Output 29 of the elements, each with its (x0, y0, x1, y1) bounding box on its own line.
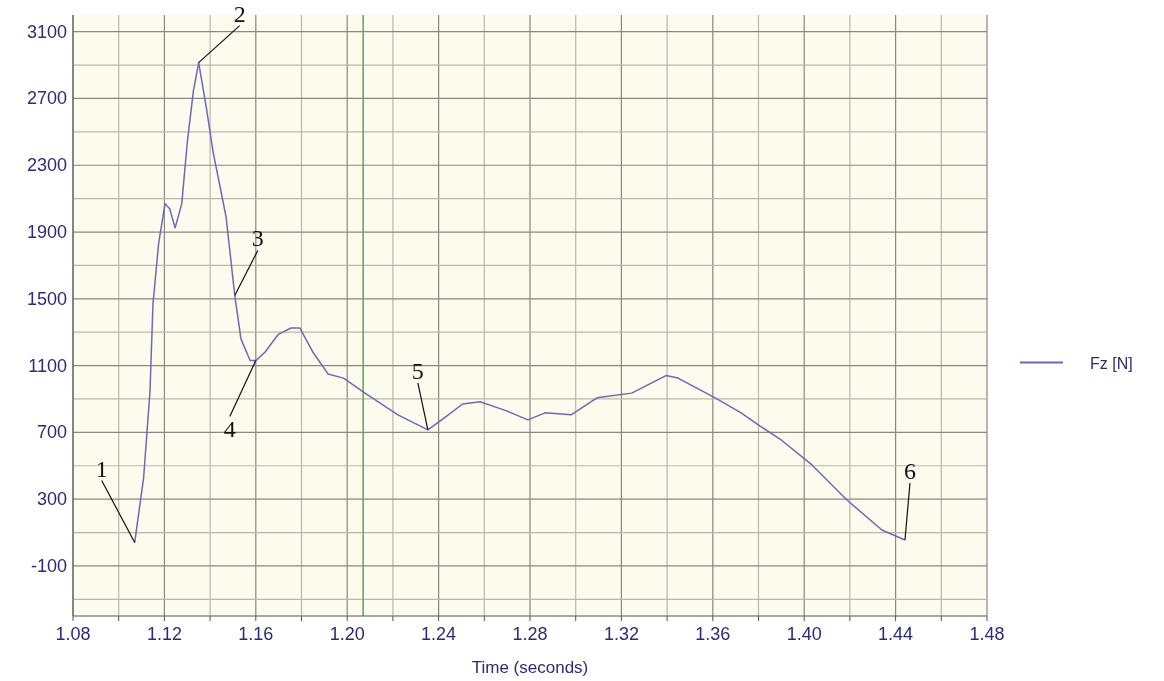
y-tick-label: 1100 (28, 355, 67, 376)
annotation: 3 (251, 225, 264, 252)
y-tick-label: 700 (36, 422, 67, 443)
x-tick-label: 1.28 (512, 624, 548, 644)
y-tick-label: 2700 (26, 88, 67, 109)
x-tick-label: 1.20 (329, 624, 365, 644)
y-tick-label: 1900 (26, 222, 67, 243)
x-tick-label: 1.24 (421, 624, 457, 644)
y-tick-label: 2300 (26, 155, 67, 176)
y-tick-label: 300 (36, 489, 67, 510)
legend-label: Fz [N] (1090, 354, 1133, 372)
annotation: 5 (411, 357, 424, 384)
x-tick-label: 1.12 (146, 624, 182, 644)
line-series (133, 61, 906, 544)
annotation: 6 (903, 458, 916, 485)
y-tick-label: -100 (30, 555, 67, 576)
x-tick-label: 1.40 (786, 624, 822, 644)
annotation: 2 (233, 0, 246, 27)
x-tick-label: 1.36 (695, 624, 731, 644)
y-tick-label: 3100 (26, 21, 67, 42)
x-tick-label: 1.32 (603, 624, 639, 644)
x-tick-label: 1.08 (55, 624, 91, 644)
x-tick-label: 1.44 (878, 624, 914, 644)
x-axis-title: Time (seconds) (471, 658, 589, 677)
y-tick-label: 1500 (26, 288, 67, 309)
x-tick-label: 1.48 (969, 624, 1005, 644)
x-tick-label: 1.16 (238, 624, 274, 644)
annotation: 1 (95, 455, 108, 482)
annotation: 4 (223, 415, 236, 442)
